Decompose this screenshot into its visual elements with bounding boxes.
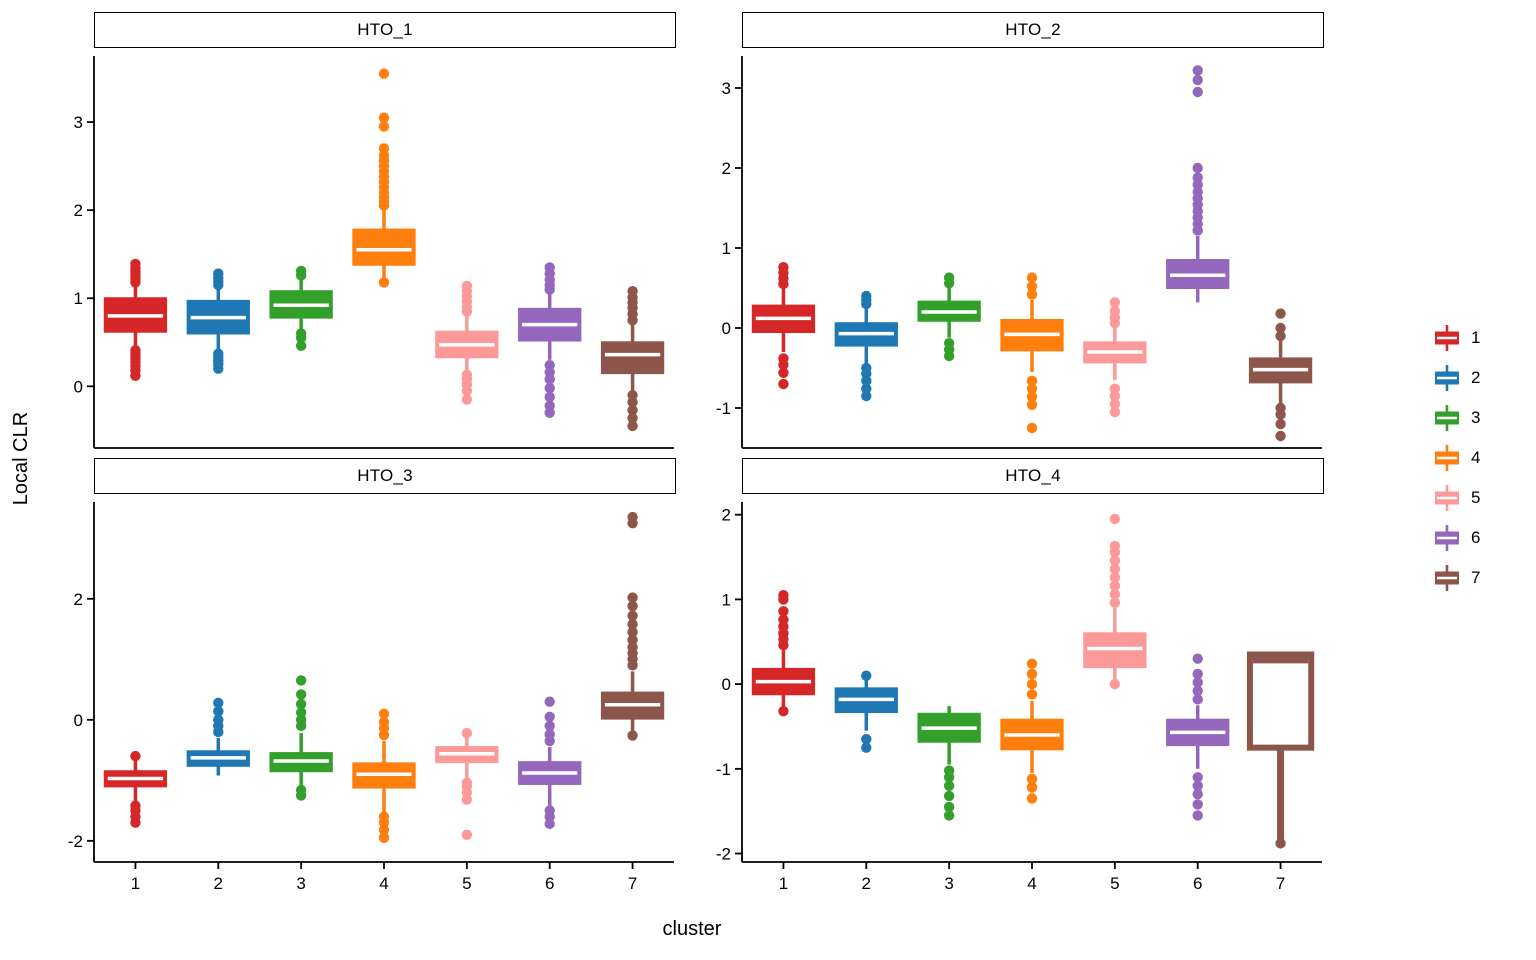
svg-text:1: 1 bbox=[131, 874, 140, 893]
svg-text:4: 4 bbox=[379, 874, 388, 893]
svg-text:2: 2 bbox=[74, 590, 83, 609]
svg-text:1: 1 bbox=[779, 874, 788, 893]
svg-text:2: 2 bbox=[74, 201, 83, 220]
legend-label: 1 bbox=[1471, 328, 1481, 347]
svg-text:5: 5 bbox=[462, 874, 471, 893]
svg-text:0: 0 bbox=[722, 319, 731, 338]
facet-plot: 0 1 2 3 bbox=[74, 56, 674, 449]
svg-text:1: 1 bbox=[722, 239, 731, 258]
legend-item-4: 4 bbox=[1432, 443, 1536, 473]
facet-plot: -2 -1 0 1 2 1 2 3 4 5 6 7 bbox=[716, 502, 1322, 893]
svg-text:1: 1 bbox=[74, 289, 83, 308]
svg-text:2: 2 bbox=[722, 506, 731, 525]
legend-label: 2 bbox=[1471, 368, 1481, 387]
legend-key-boxplot-icon bbox=[1435, 525, 1459, 551]
legend: 1 2 3 4 5 6 7 bbox=[1340, 12, 1536, 904]
svg-text:6: 6 bbox=[1193, 874, 1202, 893]
legend-item-1: 1 bbox=[1432, 323, 1536, 353]
svg-text:4: 4 bbox=[1027, 874, 1036, 893]
svg-text:1: 1 bbox=[722, 590, 731, 609]
svg-text:3: 3 bbox=[722, 79, 731, 98]
legend-key-boxplot-icon bbox=[1435, 365, 1459, 391]
legend-label: 6 bbox=[1471, 528, 1481, 547]
svg-text:2: 2 bbox=[214, 874, 223, 893]
facet-plot: -1 0 1 2 3 bbox=[716, 56, 1322, 449]
y-axis-label-wrap: Local CLR bbox=[0, 12, 44, 904]
svg-text:3: 3 bbox=[74, 113, 83, 132]
facet-hto-3: HTO_3 -2 0 2 1 2 3 4 5 6 7 bbox=[44, 458, 692, 904]
facet-plot: -2 0 2 1 2 3 4 5 6 7 bbox=[68, 502, 674, 893]
legend-label: 3 bbox=[1471, 408, 1481, 427]
svg-text:0: 0 bbox=[74, 711, 83, 730]
svg-text:2: 2 bbox=[862, 874, 871, 893]
facet-hto-4: HTO_4 -2 -1 0 1 2 1 2 3 4 5 6 7 bbox=[692, 458, 1340, 904]
facet-strip: HTO_4 bbox=[742, 458, 1324, 494]
facet-hto-1: HTO_1 0 1 2 3 bbox=[44, 12, 692, 458]
legend-item-3: 3 bbox=[1432, 403, 1536, 433]
x-axis-label: cluster bbox=[662, 918, 722, 940]
legend-key-boxplot-icon bbox=[1435, 405, 1459, 431]
svg-text:-2: -2 bbox=[68, 832, 83, 851]
svg-text:-2: -2 bbox=[716, 845, 731, 864]
svg-text:0: 0 bbox=[722, 675, 731, 694]
svg-text:2: 2 bbox=[722, 159, 731, 178]
svg-text:6: 6 bbox=[545, 874, 554, 893]
legend-item-2: 2 bbox=[1432, 363, 1536, 393]
facet-strip: HTO_3 bbox=[94, 458, 676, 494]
legend-key-boxplot-icon bbox=[1435, 325, 1459, 351]
legend-label: 7 bbox=[1471, 568, 1481, 587]
legend-key-boxplot-icon bbox=[1435, 565, 1459, 591]
legend-label: 5 bbox=[1471, 488, 1481, 507]
legend-item-5: 5 bbox=[1432, 483, 1536, 513]
facet-strip: HTO_1 bbox=[94, 12, 676, 48]
svg-text:3: 3 bbox=[944, 874, 953, 893]
legend-item-7: 7 bbox=[1432, 563, 1536, 593]
svg-text:3: 3 bbox=[296, 874, 305, 893]
legend-key-boxplot-icon bbox=[1435, 485, 1459, 511]
facet-strip: HTO_2 bbox=[742, 12, 1324, 48]
legend-item-6: 6 bbox=[1432, 523, 1536, 553]
svg-text:7: 7 bbox=[628, 874, 637, 893]
svg-text:5: 5 bbox=[1110, 874, 1119, 893]
legend-label: 4 bbox=[1471, 448, 1481, 467]
y-axis-label: Local CLR bbox=[10, 411, 33, 505]
facet-hto-2: HTO_2 -1 0 1 2 3 bbox=[692, 12, 1340, 458]
svg-text:7: 7 bbox=[1276, 874, 1285, 893]
legend-key-boxplot-icon bbox=[1435, 445, 1459, 471]
svg-text:-1: -1 bbox=[716, 399, 731, 418]
svg-text:0: 0 bbox=[74, 377, 83, 396]
svg-text:-1: -1 bbox=[716, 760, 731, 779]
